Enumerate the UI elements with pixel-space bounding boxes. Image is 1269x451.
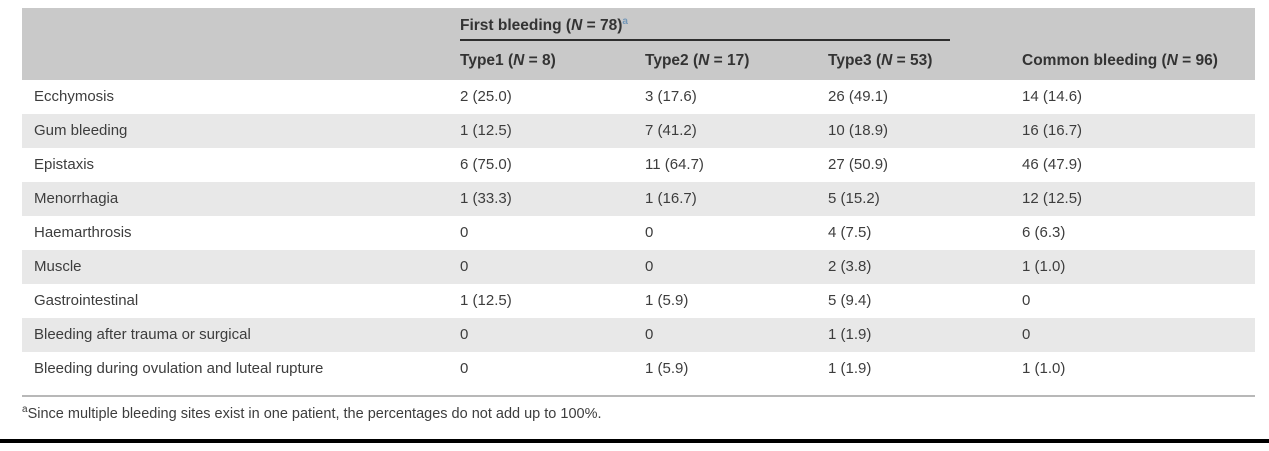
column-header-n-italic: N [1166,52,1178,69]
cell-value: 26 (49.1) [828,88,889,105]
cell-value: 46 (47.9) [1022,156,1083,173]
column-header-type3: Type3 (N = 53) [828,52,1022,70]
cell-value: 2 (25.0) [460,88,512,105]
cell-value: 1 (16.7) [645,190,697,207]
cell-value: 12 (12.5) [1022,190,1083,207]
table-footnote: aSince multiple bleeding sites exist in … [22,404,602,422]
cell-value: 3 (17.6) [645,88,697,105]
cell-value: 0 [645,326,654,343]
cell-value: 1 (12.5) [460,122,512,139]
column-header-text: = 53) [892,52,933,69]
spanner-n-italic: N [571,17,583,34]
row-label: Gastrointestinal [34,292,139,309]
footnote-divider [22,395,1255,397]
table-row: Gastrointestinal 1 (12.5) 1 (5.9) 5 (9.4… [22,284,1255,318]
cell-value: 11 (64.7) [645,156,704,173]
spanner-underline [460,39,950,41]
row-label: Muscle [34,258,82,275]
column-header-common-bleeding: Common bleeding (N = 96) [1022,52,1255,70]
spanner-first-bleeding: First bleeding (N = 78)a [460,15,628,35]
column-header-n-italic: N [698,52,710,69]
cell-value: 5 (15.2) [828,190,880,207]
cell-value: 16 (16.7) [1022,122,1083,139]
spanner-text-pre: First bleeding ( [460,17,572,34]
cell-value: 1 (12.5) [460,292,512,309]
column-header-text: = 96) [1177,52,1218,69]
table-row: Muscle 0 0 2 (3.8) 1 (1.0) [22,250,1255,284]
footnote-text: Since multiple bleeding sites exist in o… [27,406,602,422]
table-row: Bleeding during ovulation and luteal rup… [22,352,1255,386]
cell-value: 1 (5.9) [645,292,689,309]
table-header: First bleeding (N = 78)a Type1 (N = 8) T… [22,8,1255,80]
spanner-text-post: = 78) [582,17,623,34]
cell-value: 1 (1.0) [1022,360,1066,377]
footnote-marker-superscript: a [622,15,628,27]
cell-value: 0 [645,258,654,275]
table-row: Ecchymosis 2 (25.0) 3 (17.6) 26 (49.1) 1… [22,80,1255,114]
cell-value: 27 (50.9) [828,156,889,173]
cell-value: 0 [1022,292,1031,309]
cell-value: 0 [1022,326,1031,343]
row-label: Menorrhagia [34,190,119,207]
column-header-type1: Type1 (N = 8) [460,52,645,70]
table-row: Epistaxis 6 (75.0) 11 (64.7) 27 (50.9) 4… [22,148,1255,182]
cell-value: 1 (5.9) [645,360,689,377]
cell-value: 2 (3.8) [828,258,872,275]
row-label: Haemarthrosis [34,224,132,241]
table-body: Ecchymosis 2 (25.0) 3 (17.6) 26 (49.1) 1… [22,80,1255,386]
cell-value: 0 [460,224,469,241]
column-header-spacer [22,52,460,70]
cell-value: 1 (33.3) [460,190,512,207]
row-label: Gum bleeding [34,122,128,139]
column-header-text: Common bleeding ( [1022,52,1167,69]
table-row: Menorrhagia 1 (33.3) 1 (16.7) 5 (15.2) 1… [22,182,1255,216]
table-row: Haemarthrosis 0 0 4 (7.5) 6 (6.3) [22,216,1255,250]
column-header-text: Type1 ( [460,52,514,69]
cell-value: 0 [460,326,469,343]
cell-value: 6 (75.0) [460,156,512,173]
column-header-n-italic: N [881,52,893,69]
cell-value: 7 (41.2) [645,122,697,139]
cell-value: 0 [460,258,469,275]
cell-value: 1 (1.9) [828,326,872,343]
table-row: Bleeding after trauma or surgical 0 0 1 … [22,318,1255,352]
bottom-rule [0,439,1269,443]
row-label: Epistaxis [34,156,95,173]
cell-value: 1 (1.0) [1022,258,1066,275]
column-header-row: Type1 (N = 8) Type2 (N = 17) Type3 (N = … [22,52,1255,70]
cell-value: 10 (18.9) [828,122,889,139]
column-header-type2: Type2 (N = 17) [645,52,828,70]
column-header-n-italic: N [513,52,525,69]
table-row: Gum bleeding 1 (12.5) 7 (41.2) 10 (18.9)… [22,114,1255,148]
cell-value: 0 [645,224,654,241]
cell-value: 6 (6.3) [1022,224,1066,241]
row-label: Bleeding during ovulation and luteal rup… [34,360,324,377]
row-label: Bleeding after trauma or surgical [34,326,251,343]
column-header-text: = 8) [524,52,556,69]
cell-value: 5 (9.4) [828,292,872,309]
row-label: Ecchymosis [34,88,115,105]
column-header-text: Type2 ( [645,52,699,69]
footnote-marker: a [22,404,28,416]
cell-value: 4 (7.5) [828,224,872,241]
cell-value: 0 [460,360,469,377]
cell-value: 14 (14.6) [1022,88,1083,105]
column-header-text: = 17) [709,52,750,69]
column-header-text: Type3 ( [828,52,882,69]
cell-value: 1 (1.9) [828,360,872,377]
